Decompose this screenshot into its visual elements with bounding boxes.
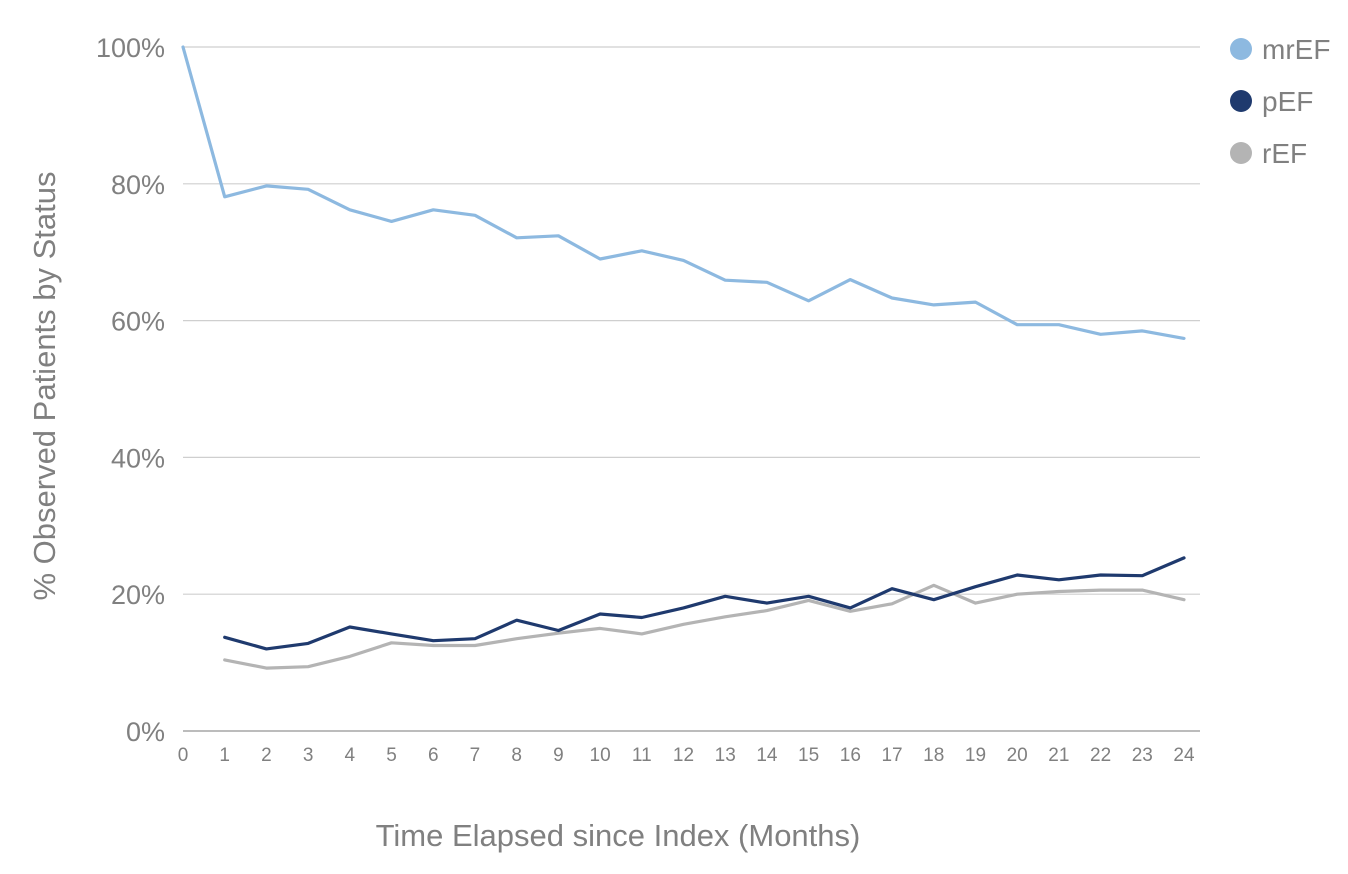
legend-marker-rEF [1230, 142, 1252, 164]
x-tick-label: 23 [1132, 745, 1153, 766]
x-tick-label: 17 [881, 745, 902, 766]
y-tick-label: 80% [111, 170, 165, 200]
legend-label-pEF: pEF [1262, 86, 1313, 117]
x-tick-label: 9 [553, 745, 564, 766]
x-tick-label: 3 [303, 745, 314, 766]
x-tick-label: 11 [632, 745, 652, 766]
x-tick-label: 13 [715, 745, 736, 766]
x-tick-label: 6 [428, 745, 439, 766]
x-tick-label: 5 [386, 745, 397, 766]
x-tick-label: 0 [178, 745, 189, 766]
x-tick-label: 19 [965, 745, 986, 766]
x-axis-title: Time Elapsed since Index (Months) [376, 818, 861, 853]
legend-marker-mrEF [1230, 38, 1252, 60]
x-tick-label: 20 [1007, 745, 1028, 766]
x-tick-label: 7 [470, 745, 481, 766]
x-tick-label: 22 [1090, 745, 1111, 766]
y-tick-label: 40% [111, 443, 165, 473]
legend-label-mrEF: mrEF [1262, 34, 1330, 65]
x-tick-label: 18 [923, 745, 944, 766]
x-tick-label: 15 [798, 745, 819, 766]
x-axis-tick-labels: 0 1 2 3 4 5 6 7 8 9 10 11 12 13 14 15 16 17 18 19 20 21 22 23 24 [178, 745, 1195, 766]
x-tick-label: 8 [511, 745, 522, 766]
series-line-mrEF [181, 45, 1186, 340]
x-tick-label: 16 [840, 745, 861, 766]
y-tick-label: 0% [126, 717, 165, 747]
x-tick-label: 4 [345, 745, 356, 766]
legend-marker-pEF [1230, 90, 1252, 112]
gridlines [183, 46, 1200, 732]
x-tick-label: 12 [673, 745, 694, 766]
y-tick-label: 100% [96, 33, 165, 63]
series-line-rEF [223, 583, 1186, 670]
x-tick-label: 2 [261, 745, 272, 766]
series-line-pEF [223, 556, 1186, 651]
legend: mrEF pEF rEF [1230, 34, 1330, 169]
y-axis-title: % Observed Patients by Status [27, 171, 62, 600]
x-tick-label: 14 [756, 745, 778, 766]
y-tick-label: 20% [111, 580, 165, 610]
x-tick-label: 10 [590, 745, 611, 766]
series-lines [181, 45, 1186, 670]
y-tick-label: 60% [111, 307, 165, 337]
x-tick-label: 21 [1048, 745, 1069, 766]
y-axis-tick-labels: 0% 20% 40% 60% 80% 100% [96, 33, 165, 747]
legend-label-rEF: rEF [1262, 138, 1307, 169]
x-tick-label: 1 [219, 745, 230, 766]
x-tick-label: 24 [1173, 745, 1195, 766]
